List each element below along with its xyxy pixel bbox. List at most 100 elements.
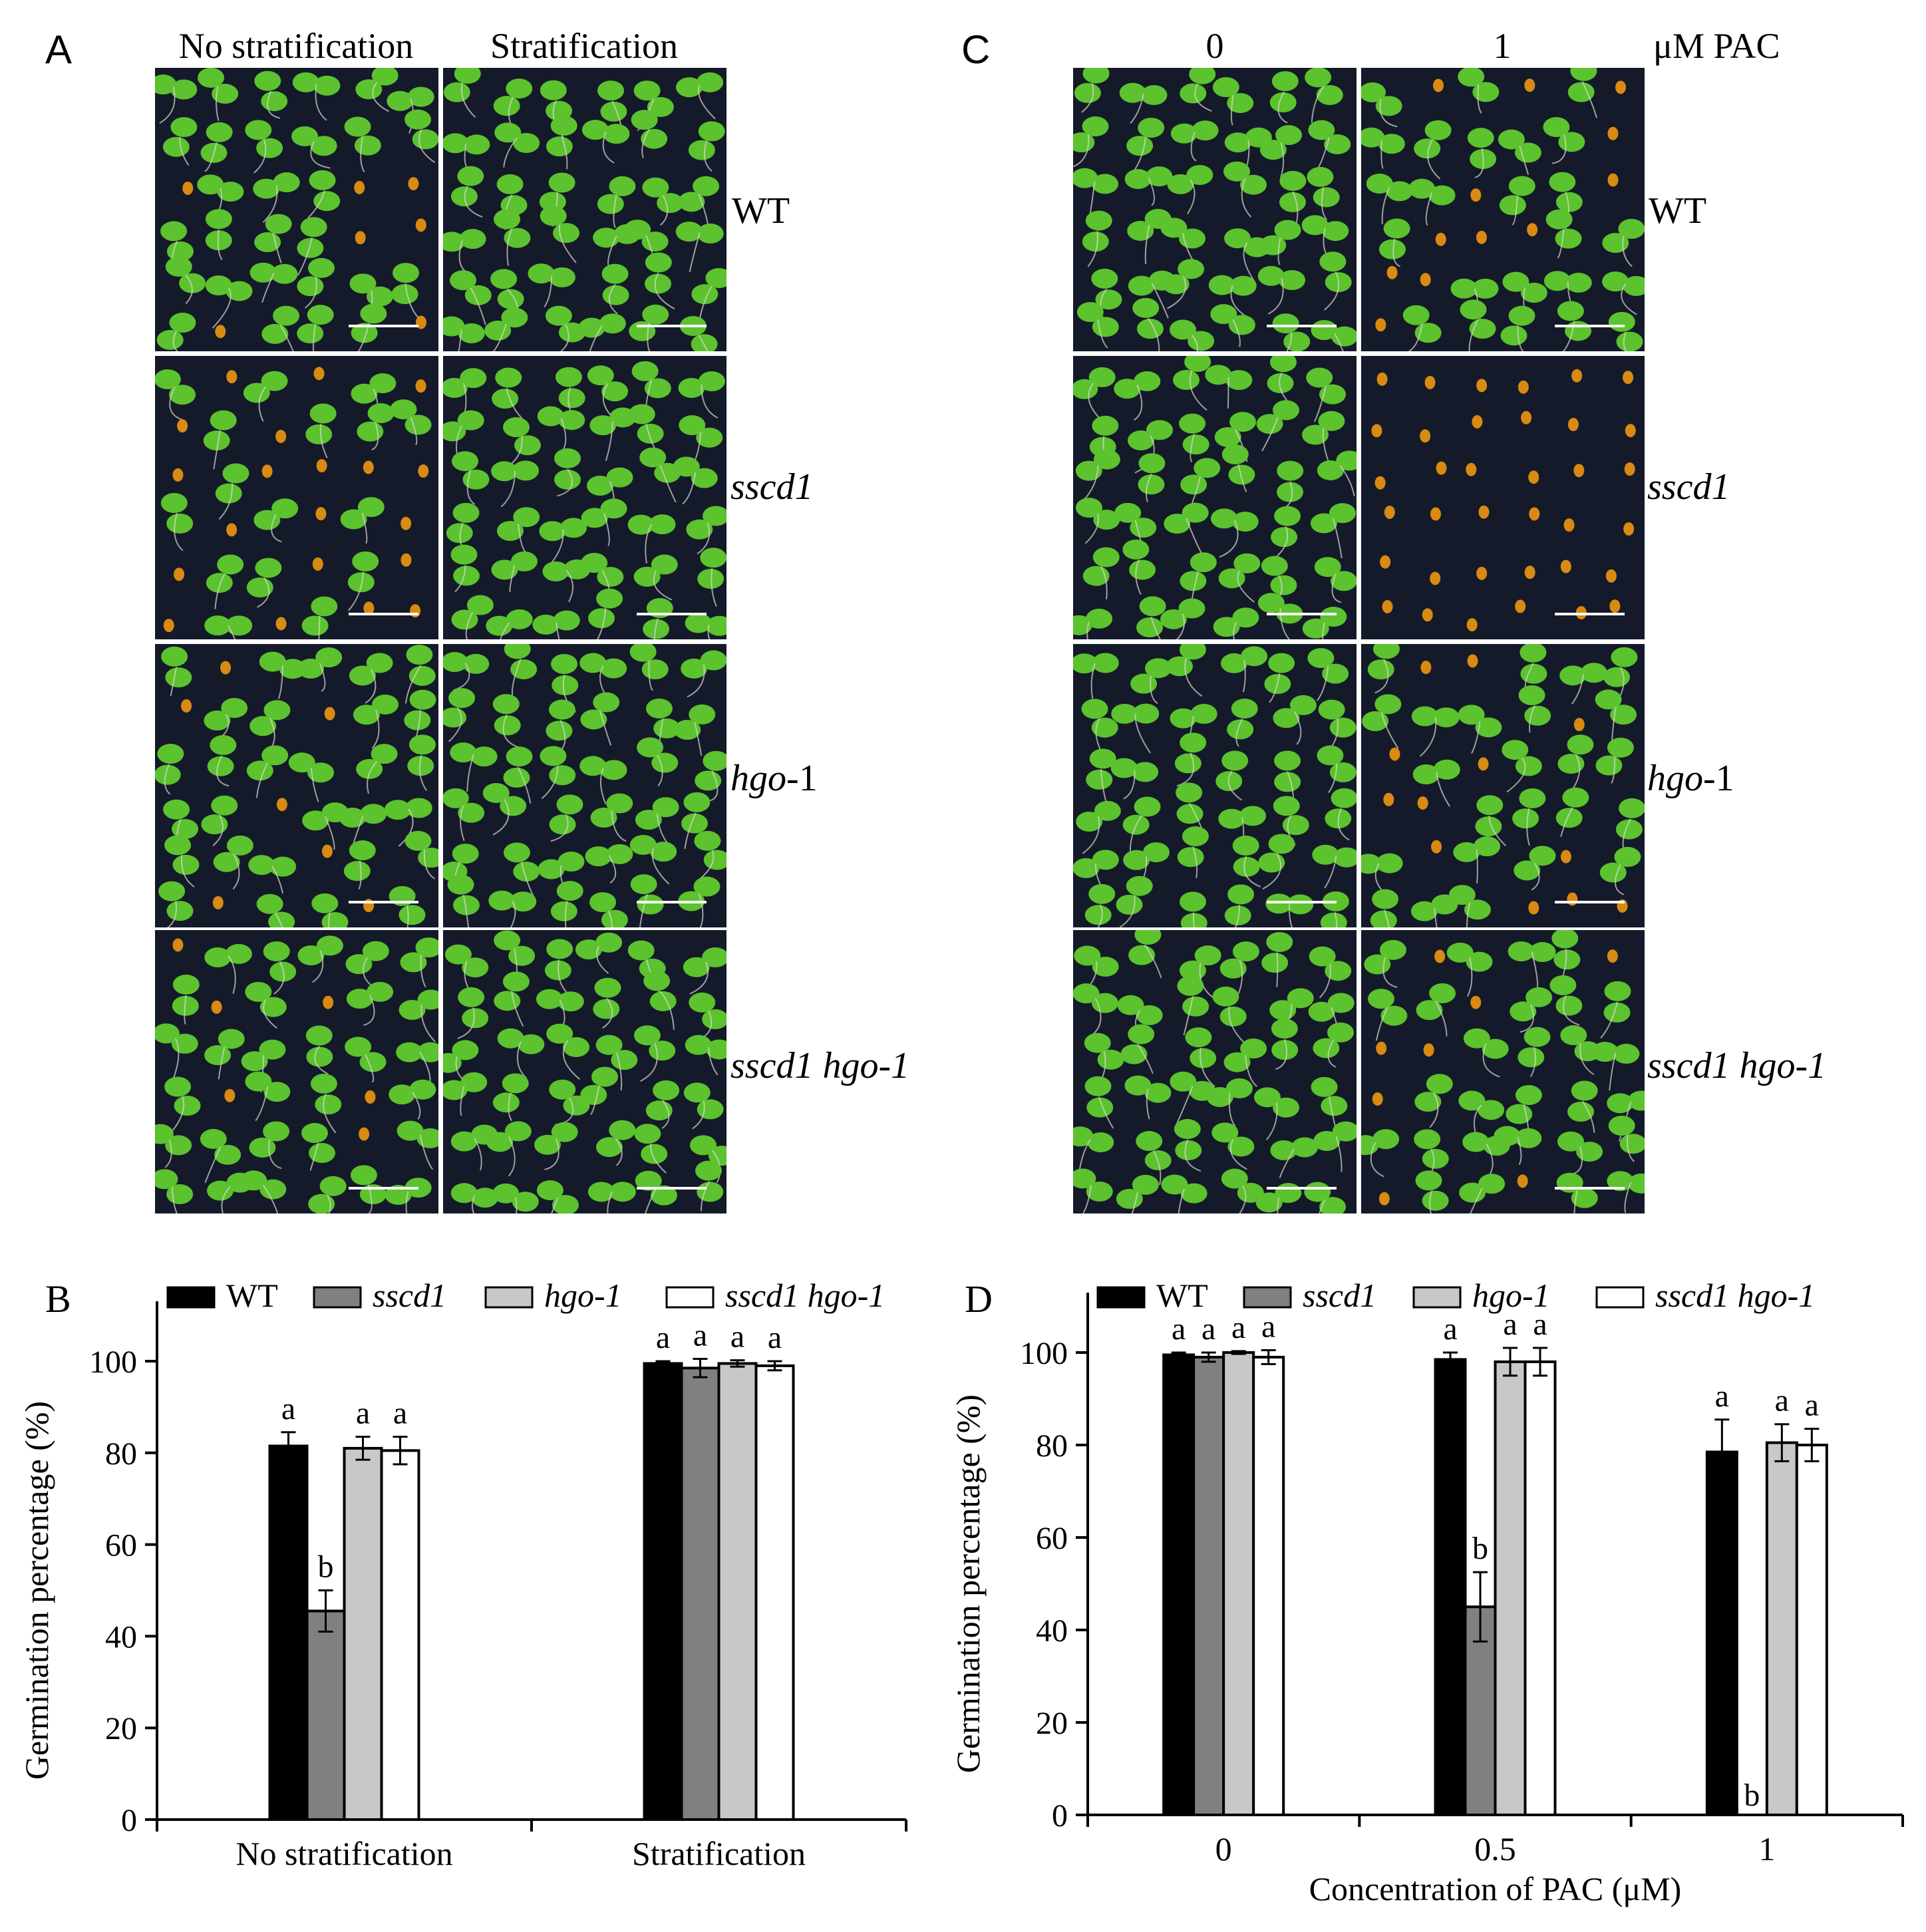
x-tick-label: 0.5	[1474, 1830, 1516, 1867]
y-tick-label: 100	[89, 1345, 137, 1380]
significance-label: a	[1503, 1307, 1517, 1342]
bar	[1162, 1353, 1196, 1817]
seedling-plate-photo	[1361, 930, 1645, 1213]
significance-label: a	[393, 1396, 407, 1431]
y-tick-label: 20	[105, 1711, 137, 1746]
panel-letter-a: A	[45, 27, 73, 72]
bar	[1524, 1360, 1557, 1816]
y-tick-label: 60	[105, 1528, 137, 1563]
col-header-pac-1: 1	[1493, 26, 1512, 66]
bar	[643, 1362, 683, 1821]
legend-swatch	[1096, 1286, 1146, 1309]
y-tick-label: 0	[1052, 1798, 1068, 1834]
significance-label: a	[1231, 1310, 1245, 1345]
significance-label: b	[1744, 1778, 1760, 1813]
seedling-plate-photo	[443, 68, 726, 351]
significance-label: a	[1805, 1388, 1819, 1423]
legend-label: sscd1 hgo-1	[725, 1277, 885, 1314]
bar	[268, 1444, 309, 1821]
seedling-plate-photo	[1073, 930, 1357, 1213]
bar	[343, 1446, 383, 1822]
legend-swatch	[665, 1286, 715, 1309]
significance-label: a	[1715, 1378, 1729, 1414]
legend-label: hgo-1	[1472, 1277, 1550, 1314]
row-label-c-hgo1: hgo-1	[1647, 758, 1734, 799]
x-tick-label: Stratification	[632, 1835, 806, 1872]
significance-label: a	[693, 1318, 707, 1353]
bar	[1795, 1444, 1828, 1816]
x-tick-label: 0	[1215, 1830, 1232, 1867]
seedling-plate-photo	[155, 930, 438, 1213]
row-label-a-wt: WT	[732, 190, 790, 232]
significance-label: a	[1261, 1309, 1275, 1345]
y-tick-label: 40	[1036, 1613, 1068, 1649]
y-tick-label: 60	[1036, 1521, 1068, 1556]
seedling-plate-photo	[1361, 644, 1645, 927]
panel-letter: D	[965, 1277, 993, 1321]
panel-letter: B	[45, 1277, 71, 1321]
col-header-no-stratification: No stratification	[178, 26, 414, 66]
seedling-plate-photo	[443, 356, 726, 639]
y-tick-label: 20	[1036, 1706, 1068, 1741]
significance-label: b	[1472, 1531, 1488, 1566]
chart-d: D WT sscd1 hgo-1 sscd1 hgo-1 0 20 40 60 80 100 Germ…	[949, 1277, 1904, 1907]
row-label-c-sscd1: sscd1	[1647, 466, 1730, 508]
bar	[1434, 1358, 1467, 1817]
legend-label: WT	[1156, 1277, 1208, 1314]
significance-label: a	[1443, 1311, 1457, 1347]
row-label-a-hgo1: hgo-1	[730, 758, 818, 799]
y-tick-label: 80	[1036, 1428, 1068, 1464]
legend-label: sscd1	[373, 1277, 446, 1314]
legend-swatch	[313, 1286, 362, 1309]
legend-label: WT	[226, 1277, 278, 1314]
row-label-c-double: sscd1 hgo-1	[1647, 1045, 1827, 1086]
legend-label: hgo-1	[544, 1277, 622, 1314]
y-tick-label: 80	[105, 1436, 137, 1472]
significance-label: a	[281, 1391, 295, 1426]
seedling-plate-photo	[155, 644, 438, 927]
row-label-a-sscd1: sscd1	[730, 466, 814, 508]
bar	[1765, 1441, 1798, 1816]
legend-swatch	[1595, 1286, 1645, 1309]
y-tick-label: 40	[105, 1619, 137, 1655]
seedling-plate-photo	[443, 644, 726, 927]
seedling-plate-photo	[1361, 68, 1645, 351]
x-axis-label: Concentration of PAC (μM)	[1309, 1870, 1682, 1907]
col-header-pac-0: 0	[1205, 26, 1224, 66]
bar	[1252, 1355, 1285, 1816]
seedling-plate-photo	[1073, 356, 1357, 639]
significance-label: a	[730, 1319, 744, 1355]
legend-swatch	[1412, 1286, 1462, 1309]
seedling-plate-photo	[155, 68, 438, 351]
x-tick-label: 1	[1758, 1830, 1775, 1867]
y-tick-label: 100	[1020, 1336, 1068, 1371]
legend-label: sscd1	[1303, 1277, 1376, 1314]
y-axis-label: Germination percentage (%)	[949, 1394, 987, 1773]
significance-label: a	[1202, 1311, 1215, 1347]
seedling-plate-photo	[1361, 356, 1645, 639]
x-tick-label: No stratification	[236, 1835, 452, 1872]
seedling-plate-photo	[1073, 68, 1357, 351]
seedling-plate-photo	[155, 356, 438, 639]
seedling-plate-photo	[1073, 644, 1357, 927]
bar	[380, 1449, 420, 1822]
legend-swatch	[1243, 1286, 1292, 1309]
significance-label: a	[356, 1396, 370, 1431]
row-label-a-double: sscd1 hgo-1	[730, 1045, 910, 1086]
bar	[1705, 1450, 1738, 1816]
bar	[1222, 1351, 1255, 1816]
bar	[1192, 1355, 1225, 1816]
bar	[754, 1364, 795, 1821]
significance-label: a	[768, 1320, 782, 1355]
bar	[1494, 1360, 1527, 1816]
bar	[305, 1609, 346, 1821]
seedling-plate-photo	[443, 930, 726, 1213]
legend-swatch	[166, 1286, 216, 1309]
legend-label: sscd1 hgo-1	[1655, 1277, 1815, 1314]
legend-swatch	[484, 1286, 534, 1309]
col-header-stratification: Stratification	[490, 26, 678, 66]
chart-b: B WT sscd1 hgo-1 sscd1 hgo-1 0 20 40 60 80 100 Germ…	[18, 1277, 907, 1872]
bar	[717, 1362, 758, 1821]
y-axis-label: Germination percentage (%)	[18, 1401, 55, 1780]
significance-label: a	[1533, 1307, 1547, 1342]
